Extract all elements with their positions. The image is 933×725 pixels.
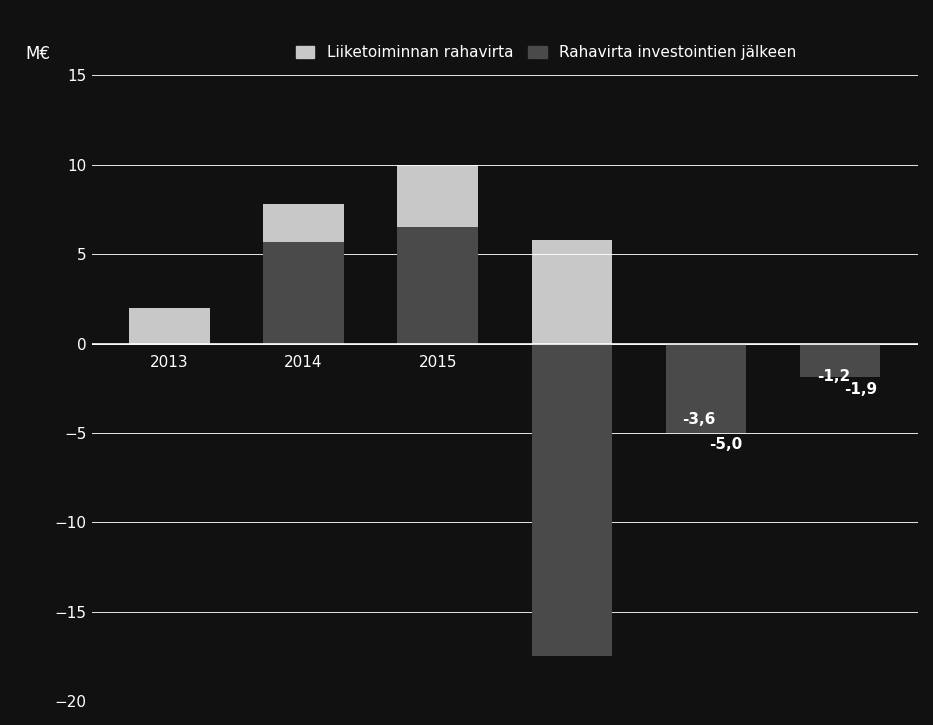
Text: M€: M€ — [25, 45, 50, 63]
Text: -3,6: -3,6 — [683, 413, 716, 427]
Legend: Liiketoiminnan rahavirta, Rahavirta investointien jälkeen: Liiketoiminnan rahavirta, Rahavirta inve… — [290, 39, 802, 67]
Text: -1,2: -1,2 — [817, 370, 850, 384]
Bar — [397, 228, 478, 344]
Bar — [666, 344, 746, 408]
Text: -5,0: -5,0 — [709, 437, 743, 452]
Bar — [129, 308, 210, 344]
Text: -1,9: -1,9 — [843, 382, 877, 397]
Bar — [800, 344, 881, 365]
Bar — [532, 240, 612, 344]
Bar — [263, 204, 343, 344]
Bar — [666, 344, 746, 433]
Bar — [263, 241, 343, 344]
Bar — [397, 165, 478, 344]
Bar — [532, 344, 612, 656]
Bar — [800, 344, 881, 378]
